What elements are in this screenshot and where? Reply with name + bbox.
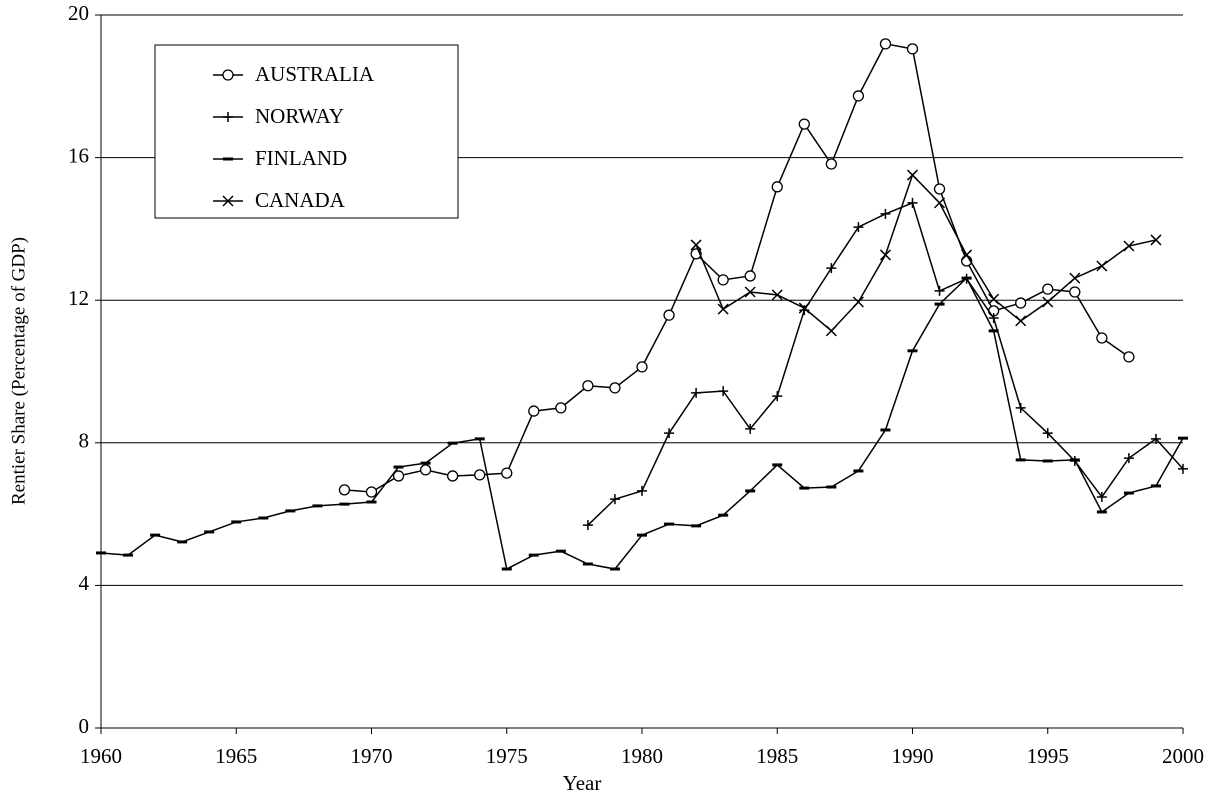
- marker: [717, 303, 729, 315]
- marker: [419, 464, 432, 476]
- marker: [365, 486, 378, 498]
- marker: [772, 391, 783, 402]
- marker: [501, 467, 513, 479]
- marker: [338, 484, 351, 496]
- y-tick-label: 8: [79, 429, 90, 453]
- marker: [1015, 402, 1026, 413]
- marker: [1123, 240, 1135, 252]
- marker: [852, 296, 864, 308]
- marker: [906, 169, 919, 181]
- x-tick-label: 1970: [351, 744, 393, 768]
- marker: [1123, 351, 1135, 363]
- marker: [609, 494, 620, 505]
- marker: [718, 386, 729, 397]
- marker: [1015, 315, 1027, 327]
- x-axis-label: Year: [563, 771, 602, 795]
- marker: [223, 112, 233, 122]
- series-line: [695, 173, 1157, 332]
- marker: [690, 239, 702, 251]
- series-line: [344, 43, 1130, 493]
- marker: [717, 274, 729, 286]
- x-tick-label: 1980: [621, 744, 663, 768]
- marker: [745, 423, 756, 434]
- marker: [1042, 283, 1054, 295]
- y-tick-label: 20: [68, 1, 89, 25]
- marker: [446, 470, 459, 482]
- marker: [771, 289, 783, 301]
- marker: [392, 470, 405, 482]
- marker: [1096, 332, 1108, 344]
- marker: [744, 286, 756, 298]
- marker: [825, 158, 837, 170]
- marker: [1069, 272, 1081, 284]
- marker: [879, 249, 891, 261]
- marker: [988, 313, 999, 324]
- marker: [1042, 428, 1053, 439]
- y-tick-label: 0: [79, 714, 90, 738]
- y-tick-label: 12: [68, 286, 89, 310]
- legend-label: CANADA: [255, 188, 346, 212]
- marker: [582, 380, 594, 392]
- marker: [880, 208, 891, 219]
- marker: [1015, 297, 1027, 309]
- marker: [664, 428, 675, 439]
- marker: [906, 43, 919, 55]
- y-axis-label: Rentier Share (Percentage of GDP): [8, 237, 29, 505]
- marker: [1096, 491, 1107, 502]
- legend-box: [154, 44, 459, 219]
- marker: [988, 293, 1000, 305]
- marker: [691, 387, 702, 398]
- marker: [1178, 463, 1188, 474]
- x-tick-label: 2000: [1162, 744, 1204, 768]
- marker: [609, 382, 621, 394]
- marker: [222, 69, 234, 81]
- marker: [1042, 296, 1054, 308]
- legend-label: AUSTRALIA: [255, 62, 375, 86]
- x-tick-label: 1985: [756, 744, 798, 768]
- y-tick-label: 4: [79, 571, 90, 595]
- marker: [528, 405, 540, 417]
- marker: [798, 302, 810, 314]
- marker: [1069, 286, 1081, 298]
- marker: [825, 325, 837, 337]
- marker: [934, 197, 946, 209]
- marker: [1123, 453, 1134, 464]
- x-tick-label: 1995: [1027, 744, 1069, 768]
- marker: [1096, 260, 1108, 272]
- x-tick-label: 1975: [486, 744, 528, 768]
- x-tick-label: 1990: [892, 744, 934, 768]
- marker: [879, 38, 892, 50]
- marker: [474, 469, 486, 481]
- x-tick-label: 1960: [80, 744, 122, 768]
- marker: [637, 485, 647, 496]
- marker: [222, 195, 234, 207]
- marker: [744, 270, 756, 282]
- marker: [771, 181, 783, 193]
- marker: [555, 402, 567, 414]
- marker: [907, 197, 918, 208]
- marker: [798, 118, 810, 130]
- marker: [636, 361, 648, 373]
- marker: [582, 520, 593, 531]
- marker: [1150, 234, 1162, 246]
- marker: [853, 222, 864, 233]
- marker: [1150, 433, 1161, 444]
- marker: [663, 309, 675, 321]
- series-line: [587, 201, 1184, 526]
- marker: [933, 183, 946, 195]
- legend-label: NORWAY: [255, 104, 344, 128]
- marker: [961, 249, 973, 261]
- marker: [826, 263, 837, 274]
- legend-label: FINLAND: [255, 146, 347, 170]
- marker: [934, 285, 945, 296]
- x-tick-label: 1965: [215, 744, 257, 768]
- marker: [852, 90, 865, 102]
- y-tick-label: 16: [68, 143, 89, 167]
